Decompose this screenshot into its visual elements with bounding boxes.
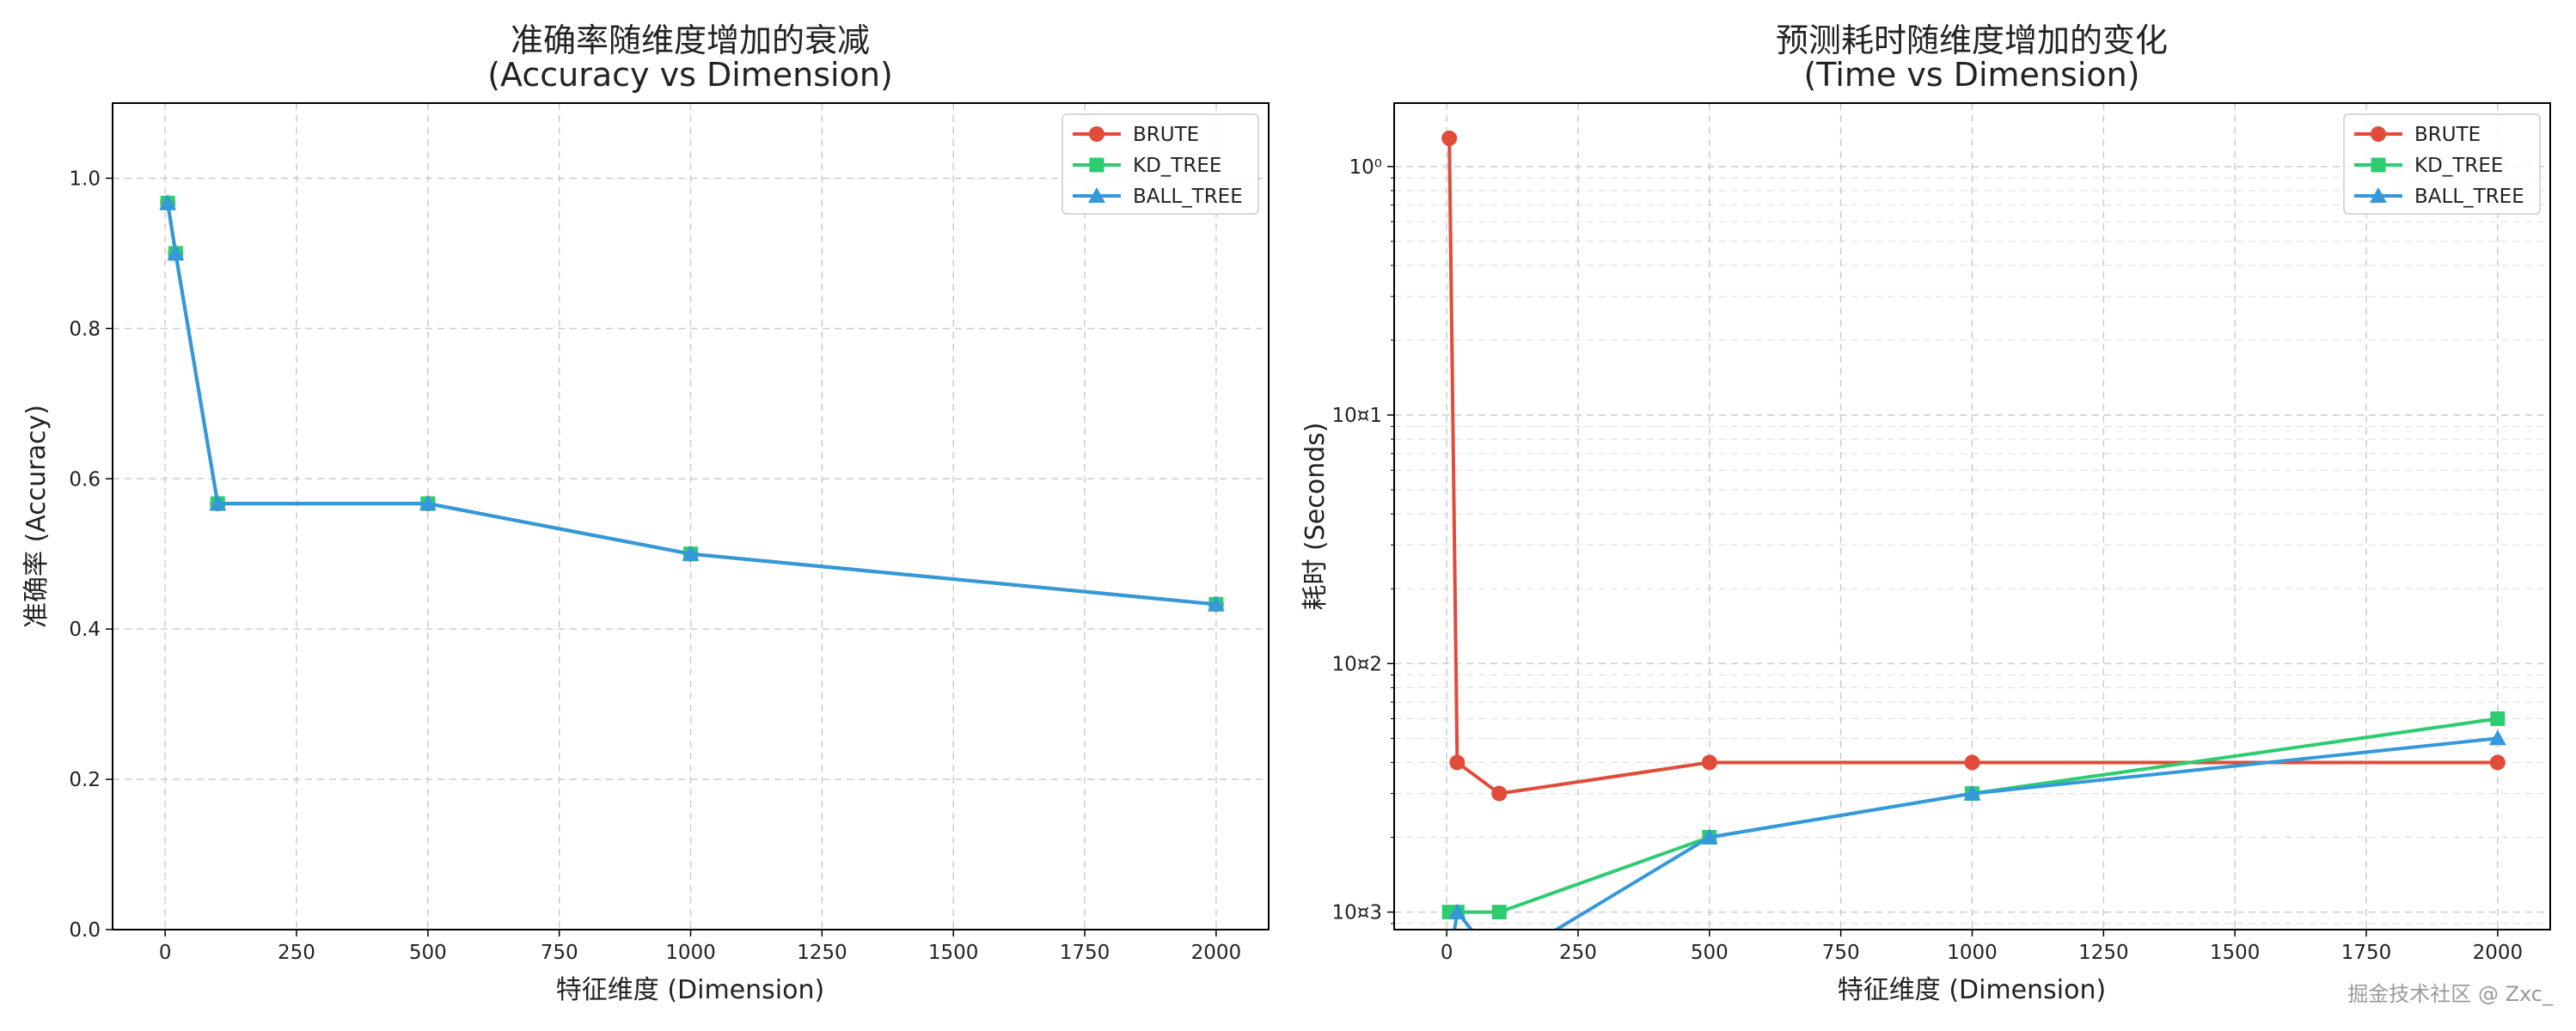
- x-tick-label: 1000: [1947, 942, 1998, 964]
- series-line: [166, 203, 1217, 607]
- grid: [1394, 103, 2550, 930]
- y-tick-label: 10¤2: [1331, 653, 1382, 675]
- x-tick-label: 0: [159, 942, 172, 964]
- x-tick-label: 1750: [1060, 942, 1111, 964]
- x-tick-label: 0: [1441, 942, 1453, 964]
- series: [159, 194, 1225, 613]
- series-ball-tree: [159, 194, 1225, 612]
- series-brute: [1441, 130, 2506, 802]
- series-line: [1447, 137, 2498, 796]
- legend-label: KD_TREE: [2414, 155, 2503, 177]
- legend: BRUTE KD_TREE BALL_TREE: [1062, 113, 1259, 215]
- x-tick-label: 500: [1691, 942, 1729, 964]
- legend-label: BRUTE: [2414, 124, 2481, 146]
- legend-box: [2343, 113, 2541, 215]
- time-chart: 预测耗时随维度增加的变化 (Time vs Dimension) 0 250 500…: [1300, 21, 2551, 1005]
- x-tick-label: 1250: [2078, 942, 2129, 964]
- data-point: [1491, 785, 1508, 802]
- x-tick-label: 750: [1822, 942, 1860, 964]
- series-line: [166, 203, 1217, 607]
- legend-marker: [2371, 157, 2386, 173]
- x-tick-label: 1000: [665, 942, 716, 964]
- legend-marker: [2370, 187, 2387, 203]
- legend-label: BRUTE: [1133, 124, 1199, 146]
- data-point: [1490, 955, 1508, 971]
- y-tick-label: 10¤1: [1331, 405, 1382, 427]
- y-axis-label: 耗时 (Seconds): [1300, 423, 1331, 611]
- data-point: [1964, 754, 1980, 771]
- legend-marker: [2371, 126, 2386, 142]
- data-point: [167, 244, 185, 260]
- x-tick-label: 2000: [2473, 942, 2524, 964]
- grid: [113, 103, 1269, 930]
- chart-title-cn: 预测耗时随维度增加的变化: [1776, 21, 2168, 59]
- series-line: [1453, 736, 2499, 930]
- x-tick-label: 250: [1559, 942, 1597, 964]
- chart-title-cn: 准确率随维度增加的衰减: [511, 21, 870, 59]
- series-kd-tree: [1441, 711, 2506, 920]
- chart-title-en: (Accuracy vs Dimension): [487, 56, 893, 94]
- y-tick-label: 0.8: [69, 318, 101, 340]
- accuracy-chart: 准确率随维度增加的衰减 (Accuracy vs Dimension) 0 250…: [21, 21, 1270, 1005]
- y-tick-label: 0.2: [69, 769, 101, 791]
- data-point: [1491, 905, 1507, 920]
- y-tick-label: 0.0: [69, 919, 101, 942]
- data-point: [1449, 754, 1465, 771]
- y-tick-label: 10¤3: [1331, 902, 1382, 924]
- x-tick-label: 750: [541, 942, 578, 964]
- y-tick-label: 10⁰: [1349, 156, 1383, 179]
- legend-label: BALL_TREE: [2414, 186, 2524, 208]
- data-point: [1207, 595, 1225, 612]
- y-tick-label: 1.0: [69, 168, 101, 190]
- data-point: [682, 545, 700, 561]
- legend-marker: [1089, 126, 1104, 142]
- legend-box: [1062, 113, 1259, 215]
- data-point: [1700, 828, 1718, 845]
- data-point: [1701, 754, 1717, 771]
- ticks: 0 250 500 750 1000 1250 1500 1750 2000 10¤3 10¤2 10…: [1331, 156, 2523, 964]
- data-point: [1441, 130, 1458, 146]
- data-point: [1963, 784, 1981, 801]
- y-tick-label: 0.4: [69, 619, 101, 641]
- x-tick-label: 2000: [1191, 942, 1242, 964]
- x-tick-label: 1750: [2341, 942, 2392, 964]
- data-point: [209, 495, 227, 511]
- data-point: [2490, 711, 2506, 727]
- y-tick-label: 0.6: [69, 468, 101, 491]
- watermark: 掘金技术社区 @ Zxc_: [2347, 982, 2554, 1006]
- series-ball-tree: [1448, 729, 2506, 971]
- y-axis-label: 准确率 (Accuracy): [21, 405, 52, 628]
- x-axis-label: 特征维度 (Dimension): [556, 975, 824, 1005]
- legend-marker: [1088, 187, 1105, 203]
- ticks: 0 250 500 750 1000 1250 1500 1750 2000 0.0 0.2 0.4 0…: [69, 168, 1241, 964]
- series-line: [166, 203, 1217, 607]
- data-point: [1448, 903, 1466, 919]
- data-point: [159, 194, 177, 210]
- data-point: [2489, 754, 2506, 771]
- series: [1441, 130, 2506, 971]
- legend-label: BALL_TREE: [1133, 186, 1243, 208]
- x-tick-label: 250: [278, 942, 315, 964]
- series-line: [1449, 717, 2499, 914]
- legend-label: KD_TREE: [1133, 155, 1221, 177]
- legend-marker: [1089, 157, 1104, 173]
- x-tick-label: 1500: [928, 942, 979, 964]
- x-axis-label: 特征维度 (Dimension): [1838, 975, 2106, 1005]
- legend: BRUTE KD_TREE BALL_TREE: [2343, 113, 2541, 215]
- x-tick-label: 1250: [797, 942, 847, 964]
- x-tick-label: 1500: [2210, 942, 2261, 964]
- x-tick-label: 500: [409, 942, 447, 964]
- data-point: [419, 495, 437, 511]
- data-point: [2488, 729, 2506, 746]
- chart-title-en: (Time vs Dimension): [1803, 56, 2139, 94]
